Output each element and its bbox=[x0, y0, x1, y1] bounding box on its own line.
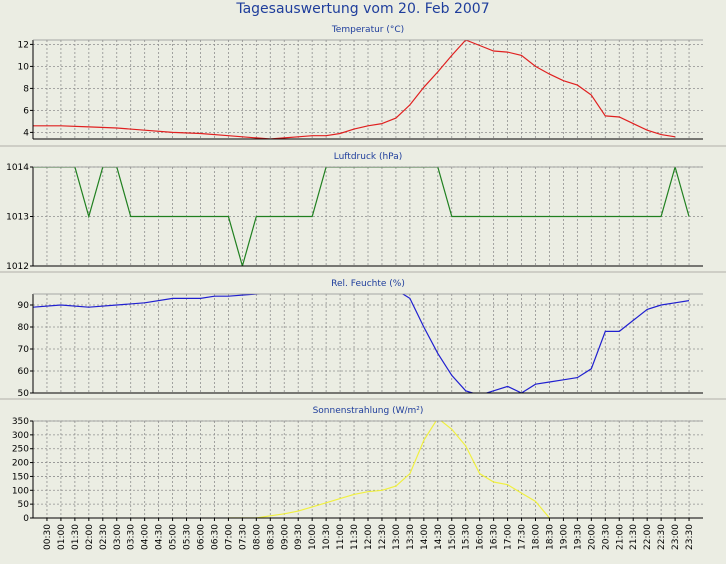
x-tick-label: 20:00 bbox=[587, 524, 597, 550]
x-tick-label: 15:30 bbox=[462, 524, 472, 550]
x-tick-label: 09:00 bbox=[280, 524, 290, 550]
x-tick-label: 18:30 bbox=[545, 524, 555, 550]
x-tick-label: 10:30 bbox=[322, 524, 332, 550]
y-tick-label: 60 bbox=[18, 367, 30, 377]
x-tick-label: 04:30 bbox=[155, 524, 165, 550]
page-title: Tagesauswertung vom 20. Feb 2007 bbox=[236, 1, 490, 17]
x-tick-label: 19:00 bbox=[559, 524, 569, 550]
y-tick-label: 70 bbox=[18, 345, 30, 355]
y-tick-label: 1014 bbox=[6, 163, 29, 173]
x-tick-label: 03:00 bbox=[113, 524, 123, 550]
x-tick-label: 00:30 bbox=[43, 524, 53, 550]
x-axis-labels: 00:30 01:00 01:30 02:00 02:30 03:00 03:30 04:00… bbox=[43, 518, 695, 550]
chart-panel-1: Luftdruck (hPa) 1012 1013 1014 bbox=[6, 152, 703, 272]
y-tick-label: 10 bbox=[18, 62, 30, 72]
chart-panel-0: Temperatur (°C) 4 6 8 10 12 bbox=[18, 25, 703, 140]
x-tick-label: 13:30 bbox=[406, 524, 416, 550]
x-tick-label: 06:00 bbox=[197, 524, 207, 550]
x-tick-label: 11:00 bbox=[336, 524, 346, 550]
x-tick-label: 22:30 bbox=[657, 524, 667, 550]
x-tick-label: 09:30 bbox=[294, 524, 304, 550]
x-tick-label: 21:00 bbox=[615, 524, 625, 550]
series-line bbox=[33, 167, 690, 266]
y-tick-label: 80 bbox=[18, 323, 30, 333]
x-tick-label: 19:30 bbox=[573, 524, 583, 550]
y-tick-label: 0 bbox=[23, 514, 29, 524]
series-line bbox=[228, 421, 550, 518]
y-tick-label: 50 bbox=[18, 389, 30, 399]
x-tick-label: 02:00 bbox=[85, 524, 95, 550]
x-tick-label: 03:30 bbox=[127, 524, 137, 550]
x-tick-label: 12:00 bbox=[364, 524, 374, 550]
y-tick-label: 4 bbox=[23, 128, 29, 138]
x-tick-label: 18:00 bbox=[532, 524, 542, 550]
chart-title: Luftdruck (hPa) bbox=[334, 152, 403, 162]
series-line bbox=[33, 40, 676, 139]
series-line bbox=[33, 294, 690, 393]
x-tick-label: 16:00 bbox=[476, 524, 486, 550]
y-tick-label: 150 bbox=[12, 472, 29, 482]
y-tick-label: 90 bbox=[18, 301, 30, 311]
y-tick-label: 300 bbox=[12, 431, 29, 441]
x-tick-label: 11:30 bbox=[350, 524, 360, 550]
y-tick-label: 50 bbox=[18, 500, 30, 510]
x-tick-label: 23:00 bbox=[671, 524, 681, 550]
x-tick-label: 14:00 bbox=[420, 524, 430, 550]
y-tick-label: 8 bbox=[23, 84, 29, 94]
x-tick-label: 08:30 bbox=[266, 524, 276, 550]
y-tick-label: 200 bbox=[12, 459, 29, 469]
x-tick-label: 16:30 bbox=[490, 524, 500, 550]
x-tick-label: 08:00 bbox=[252, 524, 262, 550]
chart-title: Rel. Feuchte (%) bbox=[331, 279, 405, 289]
y-tick-label: 12 bbox=[18, 40, 29, 50]
x-tick-label: 17:00 bbox=[504, 524, 514, 550]
y-tick-label: 100 bbox=[12, 486, 29, 496]
x-tick-label: 14:30 bbox=[434, 524, 444, 550]
y-tick-label: 6 bbox=[23, 106, 29, 116]
x-tick-label: 05:00 bbox=[169, 524, 179, 550]
y-tick-label: 1013 bbox=[6, 213, 29, 223]
x-tick-label: 01:30 bbox=[71, 524, 81, 550]
y-tick-label: 250 bbox=[12, 445, 29, 455]
x-tick-label: 07:00 bbox=[224, 524, 234, 550]
x-tick-label: 05:30 bbox=[183, 524, 193, 550]
x-tick-label: 22:00 bbox=[643, 524, 653, 550]
x-tick-label: 17:30 bbox=[518, 524, 528, 550]
x-tick-label: 01:00 bbox=[57, 524, 67, 550]
x-tick-label: 10:00 bbox=[308, 524, 318, 550]
y-tick-label: 1012 bbox=[6, 262, 29, 272]
y-tick-label: 350 bbox=[12, 417, 29, 427]
x-tick-label: 12:30 bbox=[378, 524, 388, 550]
chart-title: Temperatur (°C) bbox=[331, 25, 404, 35]
chart-panel-2: Rel. Feuchte (%) 50 60 70 80 90 bbox=[18, 279, 703, 399]
chart-panel-3: Sonnenstrahlung (W/m²) 0 50 100 150 200 250 300… bbox=[12, 406, 703, 524]
x-tick-label: 04:00 bbox=[141, 524, 151, 550]
x-tick-label: 23:30 bbox=[685, 524, 695, 550]
x-tick-label: 02:30 bbox=[99, 524, 109, 550]
chart-title: Sonnenstrahlung (W/m²) bbox=[313, 406, 424, 416]
x-tick-label: 06:30 bbox=[210, 524, 220, 550]
x-tick-label: 13:00 bbox=[392, 524, 402, 550]
x-tick-label: 21:30 bbox=[629, 524, 639, 550]
x-tick-label: 20:30 bbox=[601, 524, 611, 550]
x-tick-label: 15:00 bbox=[448, 524, 458, 550]
x-tick-label: 07:30 bbox=[238, 524, 248, 550]
